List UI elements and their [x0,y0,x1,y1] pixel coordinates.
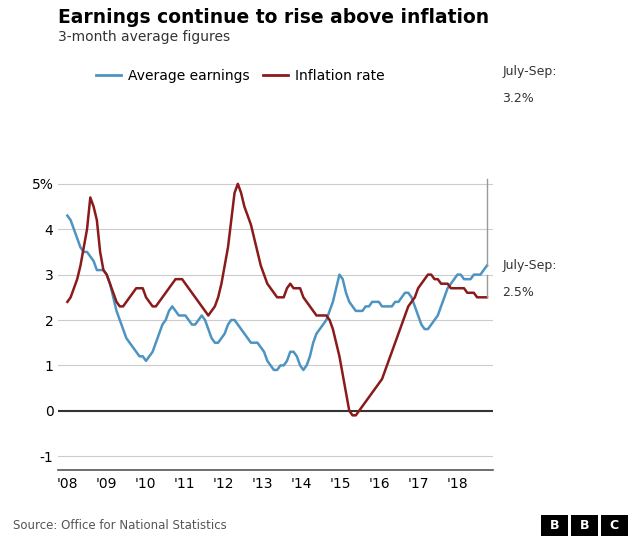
Text: B: B [580,519,589,532]
Legend: Average earnings, Inflation rate: Average earnings, Inflation rate [90,63,390,89]
Text: 3.2%: 3.2% [502,92,534,105]
Text: July-Sep:: July-Sep: [502,259,557,272]
Text: B: B [550,519,559,532]
Text: Earnings continue to rise above inflation: Earnings continue to rise above inflatio… [58,8,489,27]
Text: July-Sep:: July-Sep: [502,65,557,78]
Text: 3-month average figures: 3-month average figures [58,30,230,44]
Text: 2.5%: 2.5% [502,286,534,299]
Text: C: C [610,519,619,532]
Text: Source: Office for National Statistics: Source: Office for National Statistics [13,519,227,532]
